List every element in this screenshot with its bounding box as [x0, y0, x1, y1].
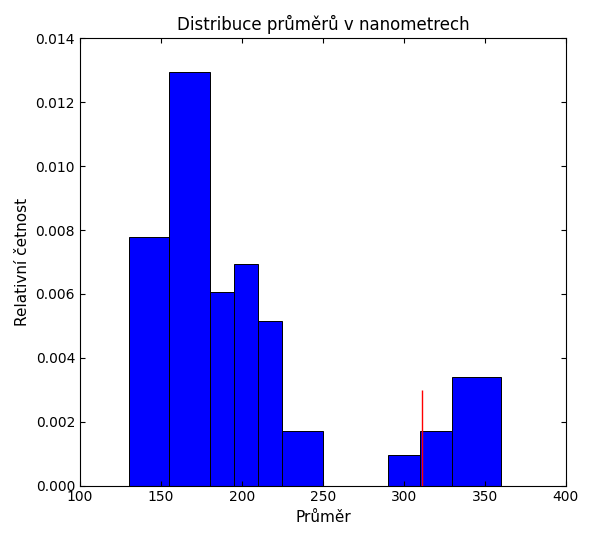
- Bar: [258, 321, 282, 485]
- Bar: [282, 430, 323, 485]
- Y-axis label: Relativní četnost: Relativní četnost: [15, 198, 30, 326]
- Bar: [169, 72, 210, 485]
- Bar: [234, 264, 258, 485]
- X-axis label: Průměr: Průměr: [295, 510, 351, 525]
- Title: Distribuce průměrů v nanometrech: Distribuce průměrů v nanometrech: [176, 15, 469, 34]
- Bar: [453, 377, 501, 485]
- Bar: [128, 237, 169, 485]
- Bar: [210, 292, 234, 485]
- Bar: [420, 430, 453, 485]
- Bar: [388, 455, 420, 485]
